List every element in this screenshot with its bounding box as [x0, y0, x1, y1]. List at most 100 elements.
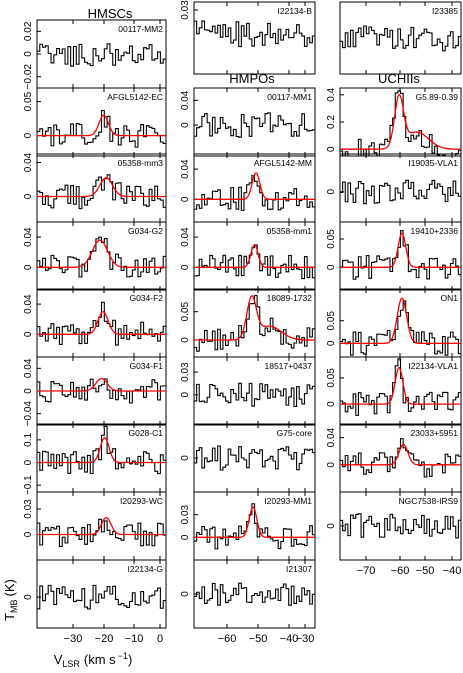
- y-tick-label: 0.04: [23, 294, 34, 314]
- gaussian-fit-line: [194, 172, 315, 200]
- spectrum-line: [37, 43, 166, 67]
- spectrum-panel: 0.1 0 −0.1 G028-C1: [23, 423, 167, 495]
- source-name-label: 00117-MM1: [267, 92, 312, 102]
- y-tick-label: 0: [180, 534, 191, 540]
- spectrum-panel: 0 I19035-VLA1: [326, 153, 462, 223]
- spectrum-line: [340, 90, 461, 157]
- y-tick-label: 0: [180, 455, 191, 461]
- gaussian-fit-line: [194, 243, 315, 268]
- source-name-label: 23033+5951: [410, 428, 458, 438]
- y-axis-label: TMB(K): [2, 579, 19, 621]
- x-tick-label: −40: [280, 633, 299, 645]
- source-name-label: I20293-WC: [120, 496, 163, 506]
- spectrum-line: [194, 112, 315, 138]
- spectrum-line: [340, 230, 461, 280]
- source-name-label: I22134-G: [128, 564, 163, 574]
- y-tick-label: 0.4: [326, 87, 337, 101]
- y-tick-label: 0: [180, 122, 191, 128]
- y-tick-label: −0.1: [23, 475, 34, 495]
- spectrum-panel: 0.05 0 AFGL5142-EC: [23, 87, 167, 157]
- spectrum-line: [340, 25, 461, 52]
- gaussian-fit-line: [37, 516, 166, 536]
- spectrum-line: [37, 236, 166, 278]
- source-name-label: G75-core: [277, 428, 313, 438]
- y-tick-label: 0.04: [180, 159, 191, 179]
- spectrum-panel: 0.04 0 23033+5951: [326, 423, 462, 493]
- source-name-label: 05358-mm1: [267, 226, 313, 236]
- y-tick-label: 0.04: [23, 227, 34, 247]
- y-tick-label: 0: [326, 401, 337, 407]
- gaussian-fit-line: [194, 506, 315, 538]
- y-tick-label: 0: [23, 264, 34, 270]
- spectrum-panel: 0 G75-core: [180, 423, 316, 493]
- panel-frame: [193, 87, 316, 157]
- spectrum-line: [340, 300, 461, 356]
- y-tick-label: 0.03: [180, 504, 191, 524]
- spectrum-line: [37, 301, 166, 346]
- y-tick-label: 0.03: [180, 0, 191, 20]
- spectrum-panel: 0.05 0 ON1: [326, 288, 462, 358]
- gaussian-fit-line: [37, 436, 166, 464]
- y-tick-label: 0: [23, 388, 34, 394]
- spectrum-line: [194, 503, 315, 550]
- y-tick-label: 0: [180, 196, 191, 202]
- y-tick-label: 0: [23, 193, 34, 199]
- y-tick-label: 0.03: [23, 499, 34, 519]
- source-name-label: I22134-B: [278, 6, 313, 16]
- source-name-label: AFGL5142-EC: [107, 92, 163, 102]
- gaussian-fit-line: [340, 366, 461, 405]
- gaussian-fit-line: [340, 443, 461, 466]
- source-name-label: G034-F1: [129, 361, 163, 371]
- spectrum-panel: 0.05 0 18089-1732: [180, 288, 316, 358]
- gaussian-fit-line: [340, 232, 461, 268]
- panel-frame: [193, 221, 316, 291]
- spectrum-panel: 0.03 0 18517+0437: [180, 356, 316, 426]
- spectrum-panel: 0.4 0.2 0 G5.89-0.39: [326, 87, 462, 157]
- spectrum-panel: 0.05 0 I22134-VLA1: [326, 356, 462, 426]
- source-name-label: I22134-VLA1: [408, 361, 458, 371]
- y-tick-label: −0.02: [23, 64, 34, 90]
- spectrum-panel: 0.04 0 G034-G2: [23, 221, 167, 291]
- y-tick-label: −0.04: [23, 401, 34, 427]
- source-name-label: 18089-1732: [267, 293, 313, 303]
- spectrum-panel: 0.04 0 05358-mm1: [180, 221, 316, 291]
- spectrum-line: [37, 174, 166, 210]
- y-tick-label: 0: [23, 132, 34, 138]
- y-tick-label: 0: [180, 591, 191, 597]
- x-tick-label: −10: [125, 633, 144, 645]
- x-axis-label: VLSR (km s −1): [54, 651, 133, 669]
- x-tick-label: 0: [157, 633, 163, 645]
- y-tick-label: 0.05: [23, 91, 34, 111]
- source-name-label: 19410+2336: [410, 226, 458, 236]
- y-tick-label: 0: [23, 459, 34, 465]
- y-tick-label: 0.04: [180, 90, 191, 110]
- spectra-panels: 0.020−0.0200117-MM20.050AFGL5142-EC0.040…: [23, 0, 462, 645]
- spectrum-panel: 0.04 0 00117-MM1: [180, 87, 316, 157]
- spectrum-panel: 0.03 0 I20293-WC: [23, 491, 167, 561]
- spectrum-line: [194, 244, 315, 280]
- spectrum-panel: 0.05 0 19410+2336: [326, 221, 462, 291]
- y-tick-label: 0: [23, 594, 34, 600]
- source-name-label: G5.89-0.39: [415, 92, 458, 102]
- column-title-hmpos: HMPOs: [229, 71, 275, 86]
- x-tick-label: −20: [95, 633, 114, 645]
- y-tick-label: 0: [23, 51, 34, 57]
- y-tick-label: 0: [326, 523, 337, 529]
- spectrum-panel: 0 NGC7538-IRS9 −70 −60 −50 −40: [326, 491, 462, 577]
- y-tick-label: 0: [180, 392, 191, 398]
- y-tick-label: 0.04: [23, 152, 34, 172]
- spectrum-line: [37, 425, 166, 475]
- x-tick-label: −50: [249, 633, 268, 645]
- spectrum-line: [340, 179, 461, 205]
- y-tick-label: 0: [326, 146, 337, 152]
- y-tick-label: 0.05: [180, 301, 191, 321]
- source-name-label: I23385: [432, 6, 458, 16]
- y-tick-label: 0: [326, 264, 337, 270]
- y-tick-label: 0.1: [23, 432, 34, 446]
- spectrum-line: [37, 110, 166, 148]
- y-tick-label: 0: [23, 531, 34, 537]
- spectrum-panel: 0.03 0 I20293-MM1: [180, 491, 316, 561]
- source-name-label: 05358-mm3: [118, 158, 164, 168]
- source-name-label: 18517+0437: [264, 361, 312, 371]
